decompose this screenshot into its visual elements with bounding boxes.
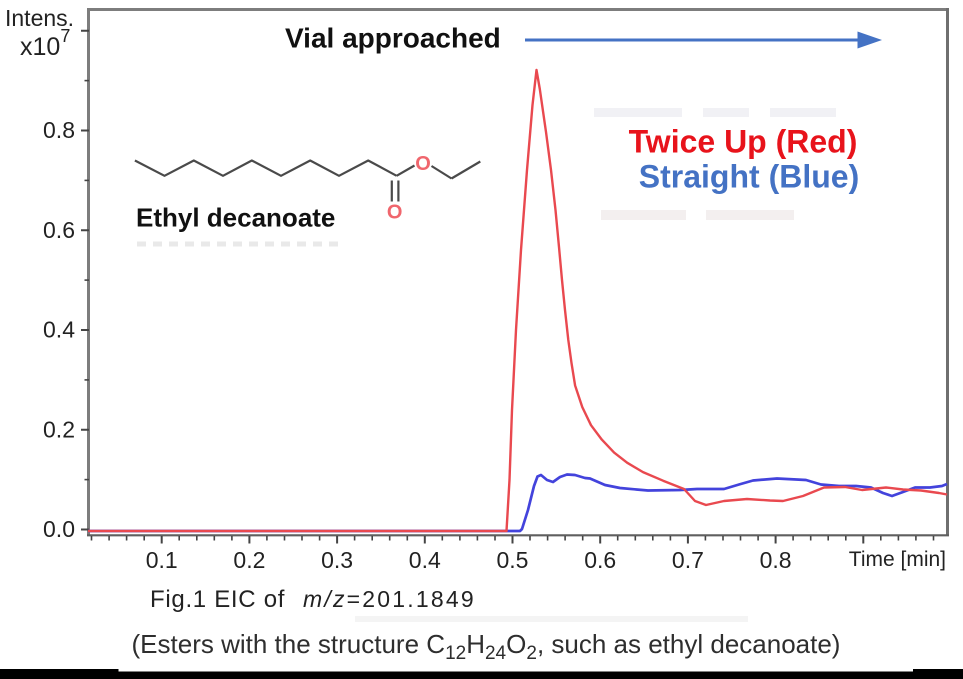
svg-text:Vial approached: Vial approached: [285, 23, 501, 54]
svg-text:0.6: 0.6: [43, 217, 75, 243]
svg-text:O: O: [415, 153, 431, 175]
svg-text:Twice Up (Red): Twice Up (Red): [629, 124, 858, 160]
svg-text:0.8: 0.8: [760, 547, 792, 573]
svg-text:Fig.1 EIC of: Fig.1 EIC of: [150, 586, 285, 613]
svg-text:0.3: 0.3: [321, 547, 353, 573]
svg-text:0.4: 0.4: [409, 547, 441, 573]
svg-text:m/z=201.1849: m/z=201.1849: [303, 586, 476, 612]
svg-text:0.2: 0.2: [233, 547, 265, 573]
svg-text:0.7: 0.7: [672, 547, 704, 573]
svg-text:O: O: [387, 202, 403, 224]
svg-text:0.2: 0.2: [43, 417, 75, 443]
svg-text:0.1: 0.1: [146, 547, 178, 573]
svg-text:0.0: 0.0: [43, 516, 75, 542]
svg-text:0.6: 0.6: [584, 547, 616, 573]
svg-text:0.8: 0.8: [43, 117, 75, 143]
svg-text:Ethyl decanoate: Ethyl decanoate: [136, 203, 335, 233]
svg-text:Time [min]: Time [min]: [849, 548, 946, 571]
svg-text:Straight (Blue): Straight (Blue): [639, 159, 859, 195]
svg-text:Intens.: Intens.: [5, 5, 74, 31]
svg-text:0.4: 0.4: [43, 317, 75, 343]
svg-text:0.5: 0.5: [497, 547, 529, 573]
